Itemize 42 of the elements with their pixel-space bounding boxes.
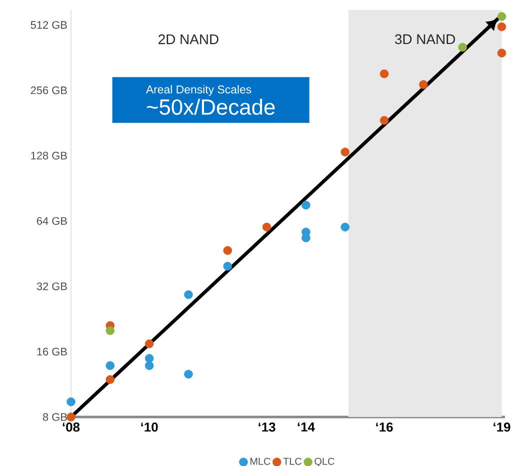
legend-label: TLC <box>283 458 302 465</box>
x-tick-label: ‘13 <box>258 422 276 432</box>
point <box>302 200 310 210</box>
y-tick-label: 16 GB <box>37 348 67 356</box>
point <box>380 69 389 78</box>
point <box>106 326 115 336</box>
point <box>144 361 154 370</box>
point <box>106 375 115 384</box>
point <box>184 370 193 379</box>
point <box>380 116 389 125</box>
point <box>458 42 467 52</box>
annotation: 2D NAND <box>158 34 218 44</box>
annotation: Areal Density Scales <box>146 85 252 96</box>
point <box>340 148 350 156</box>
point <box>144 339 154 348</box>
x-tick-label: ‘08 <box>62 422 80 432</box>
y-tick-label: 256 GB <box>30 86 67 94</box>
point <box>419 80 428 89</box>
point <box>223 246 232 255</box>
band-label: 3D NAND <box>394 34 455 44</box>
point <box>497 48 506 58</box>
point <box>340 222 350 232</box>
point <box>497 12 506 21</box>
legend-label: MLC <box>250 458 270 465</box>
x-tick-label: ‘10 <box>141 422 158 432</box>
point <box>184 290 193 300</box>
y-tick-label: 8 GB <box>42 413 67 421</box>
y-tick-label: 128 GB <box>31 152 67 160</box>
point <box>66 397 76 406</box>
annotation: ~50x/Decade <box>146 98 275 115</box>
point <box>106 361 115 370</box>
y-tick-label: 32 GB <box>36 282 67 290</box>
x-tick-label: ‘14 <box>298 422 315 432</box>
point <box>497 22 506 32</box>
point <box>262 222 272 232</box>
point <box>223 262 232 271</box>
point <box>66 412 76 422</box>
y-tick-label: 64 GB <box>36 217 67 225</box>
x-tick-label: ‘19 <box>494 422 510 432</box>
y-tick-label: 512 GB <box>30 21 67 29</box>
x-tick-label: ‘16 <box>376 422 393 432</box>
point <box>144 354 154 363</box>
